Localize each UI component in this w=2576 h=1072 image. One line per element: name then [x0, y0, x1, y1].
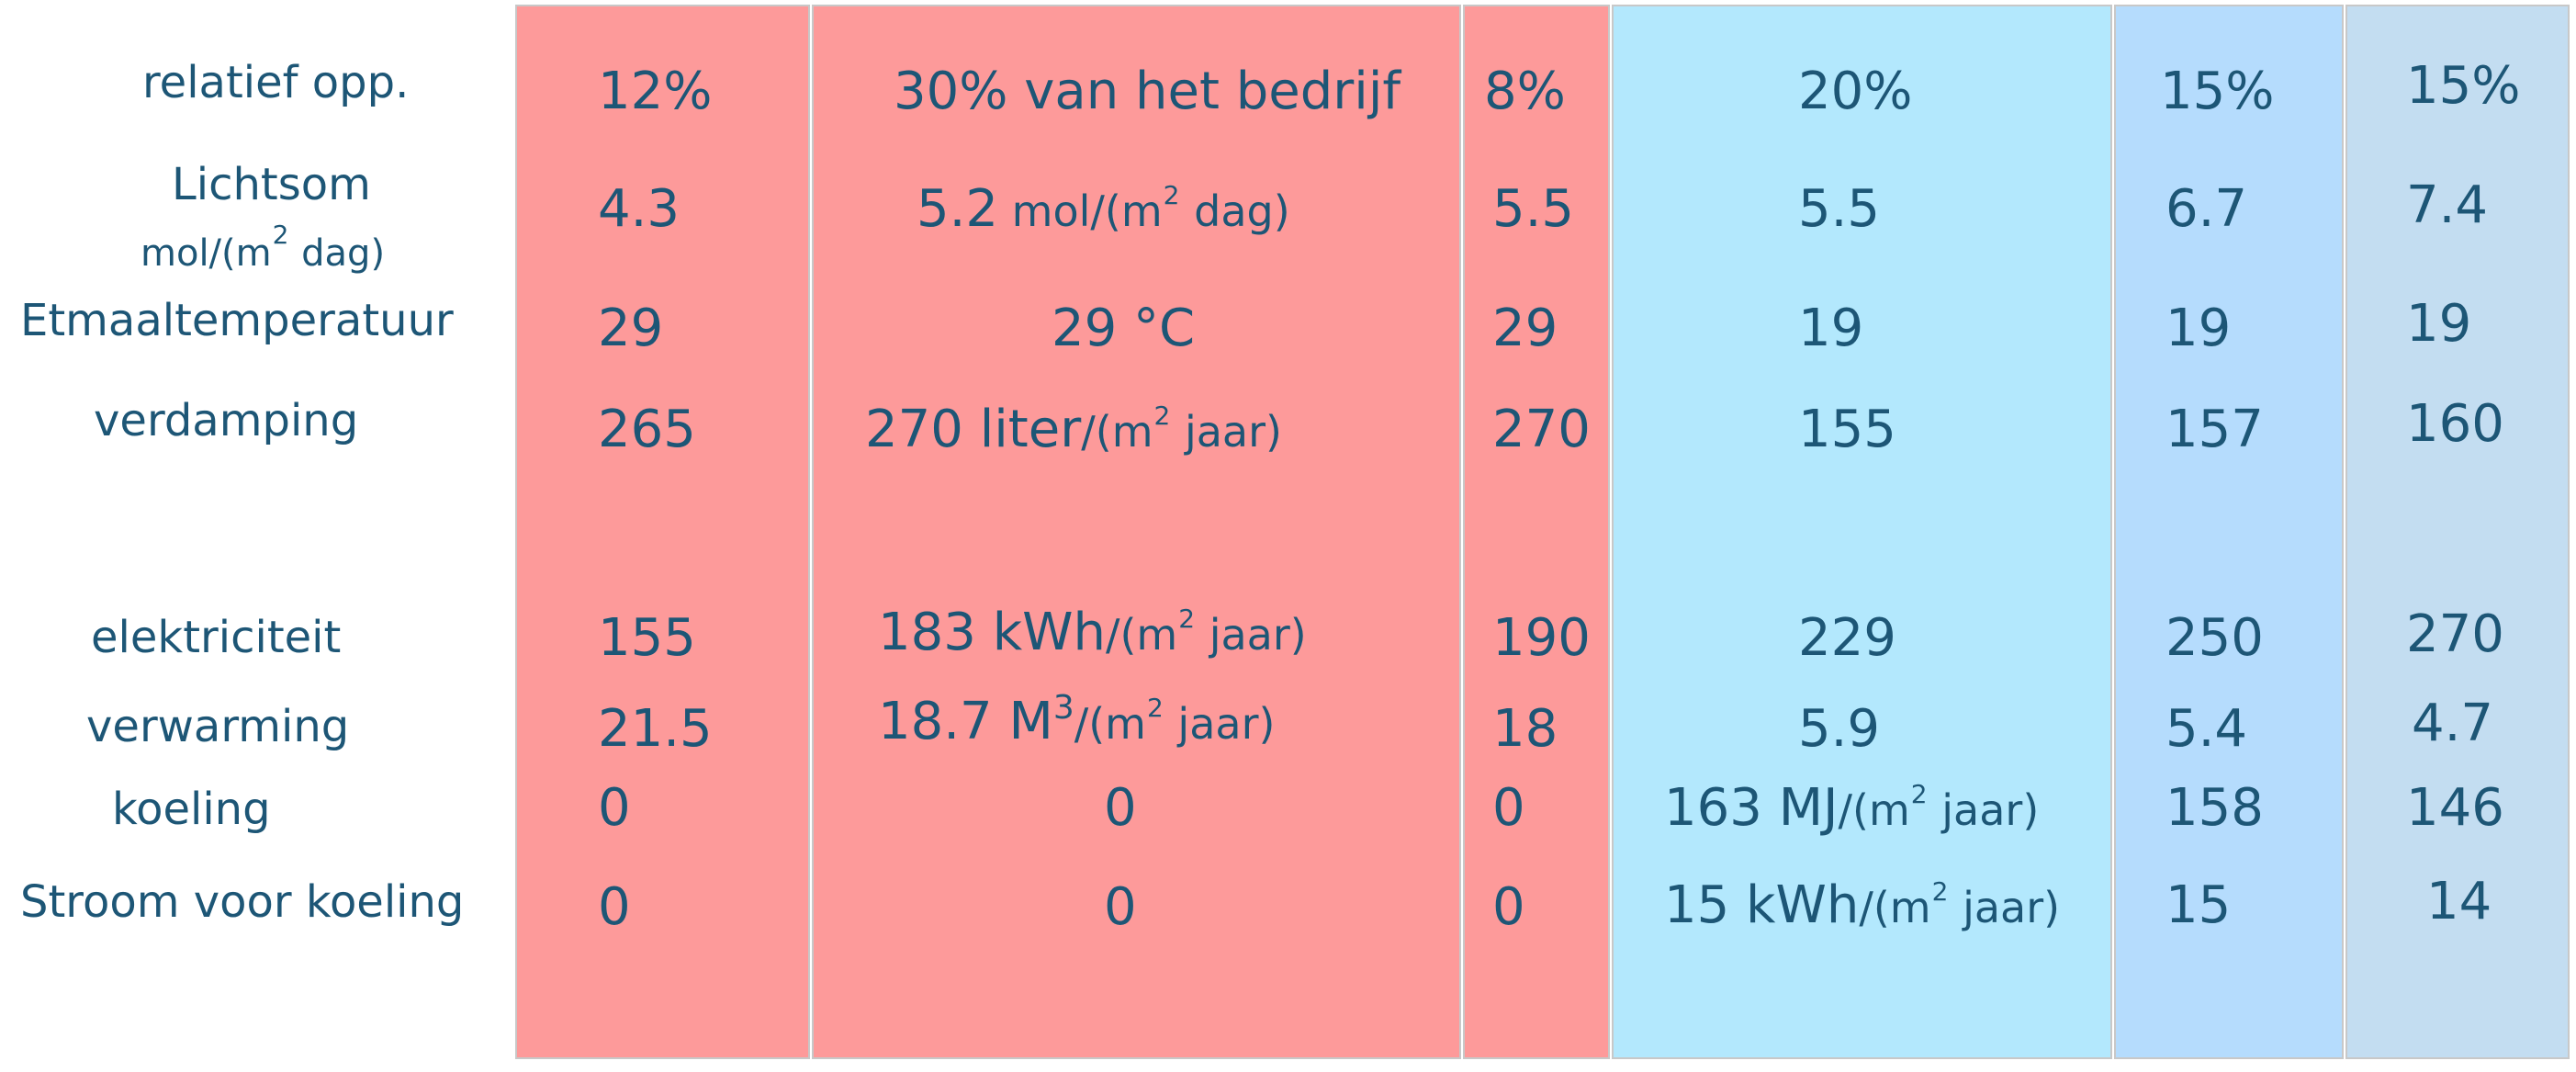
c6-koeling: 146 — [2406, 778, 2504, 838]
c2-elektriciteit: 183 kWh/(m2 jaar) — [878, 604, 1307, 660]
c4-verwarming: 5.9 — [1798, 699, 1881, 759]
c3-etmaaltemperatuur: 29 — [1492, 299, 1558, 358]
row-label-elektriciteit: elektriciteit — [91, 612, 342, 663]
value-text: 183 kWh — [878, 603, 1106, 662]
c1-verdamping: 265 — [598, 400, 696, 459]
column-3-background — [1463, 5, 1610, 1059]
column-6-background — [2345, 5, 2570, 1059]
unit-text: jaar) — [1171, 407, 1282, 457]
column-4-background — [1612, 5, 2112, 1059]
c6-lichtsom: 7.4 — [2406, 175, 2489, 235]
c1-stroom-voor-koeling: 0 — [598, 877, 631, 937]
c6-elektriciteit: 270 — [2406, 604, 2504, 664]
unit-text: jaar) — [1928, 785, 2040, 835]
c5-etmaaltemperatuur: 19 — [2165, 299, 2232, 358]
c4-relatief-opp: 20% — [1798, 62, 1913, 121]
c4-verdamping: 155 — [1798, 400, 1896, 459]
c6-relatief-opp: 15% — [2406, 56, 2521, 116]
unit-text: mol/(m — [998, 186, 1163, 236]
c2-relatief-opp: 30% van het bedrijf — [894, 62, 1401, 121]
value-superscript: 3 — [1052, 689, 1074, 727]
c1-etmaaltemperatuur: 29 — [598, 299, 664, 358]
row-label-lichtsom: Lichtsom — [172, 159, 371, 210]
c4-etmaaltemperatuur: 19 — [1798, 299, 1864, 358]
c6-verwarming: 4.7 — [2412, 694, 2494, 753]
c2-verdamping: 270 liter/(m2 jaar) — [865, 401, 1282, 457]
row-label-etmaaltemperatuur: Etmaaltemperatuur — [20, 295, 454, 346]
row-label-relatief-opp: relatief opp. — [142, 57, 410, 108]
c5-lichtsom: 6.7 — [2165, 179, 2248, 239]
row-label-lichtsom-unit: mol/(m2 dag) — [141, 222, 386, 275]
c2-etmaaltemperatuur: 29 °C — [1052, 299, 1196, 358]
c1-verwarming: 21.5 — [598, 699, 713, 759]
value-text: 163 MJ — [1664, 778, 1839, 838]
c3-relatief-opp: 8% — [1484, 62, 1566, 121]
c3-stroom-voor-koeling: 0 — [1492, 877, 1525, 937]
unit-text: /(m — [1838, 785, 1910, 835]
unit-text: jaar) — [1949, 883, 2061, 932]
unit-text: jaar) — [1164, 699, 1276, 749]
unit-superscript: 2 — [1153, 401, 1171, 431]
column-2-background — [812, 5, 1461, 1059]
c6-etmaaltemperatuur: 19 — [2406, 294, 2472, 354]
unit-text: /(m — [1074, 699, 1146, 749]
unit-text: jaar) — [1196, 610, 1307, 660]
c1-relatief-opp: 12% — [598, 62, 713, 121]
unit-superscript: 2 — [272, 220, 289, 250]
unit-text: dag) — [289, 232, 386, 275]
c2-lichtsom: 5.2 mol/(m2 dag) — [917, 183, 1290, 236]
unit-text: /(m — [1859, 883, 1931, 932]
c1-lichtsom: 4.3 — [598, 179, 681, 239]
column-5-background — [2114, 5, 2344, 1059]
c4-elektriciteit: 229 — [1798, 608, 1896, 668]
unit-text: dag) — [1180, 186, 1290, 236]
value-text: 18.7 M — [878, 692, 1053, 751]
c2-stroom-voor-koeling: 0 — [1104, 877, 1137, 937]
unit-text: mol/(m — [141, 232, 272, 275]
unit-superscript: 2 — [1163, 180, 1180, 210]
unit-superscript: 2 — [1146, 693, 1164, 723]
c1-elektriciteit: 155 — [598, 608, 696, 668]
c5-relatief-opp: 15% — [2160, 62, 2275, 121]
unit-text: /(m — [1081, 407, 1153, 457]
unit-superscript: 2 — [1931, 876, 1949, 907]
c1-koeling: 0 — [598, 778, 631, 838]
c4-stroom-voor-koeling: 15 kWh/(m2 jaar) — [1664, 879, 2061, 932]
c5-koeling: 158 — [2165, 778, 2264, 838]
c6-verdamping: 160 — [2406, 394, 2504, 454]
c3-verwarming: 18 — [1492, 699, 1558, 759]
c5-stroom-voor-koeling: 15 — [2165, 875, 2232, 935]
c6-stroom-voor-koeling: 14 — [2426, 872, 2492, 931]
value-text: 5.2 — [917, 179, 999, 239]
row-label-verwarming: verwarming — [86, 701, 350, 752]
c3-koeling: 0 — [1492, 778, 1525, 838]
c3-verdamping: 270 — [1492, 400, 1591, 459]
row-label-stroom-voor-koeling: Stroom voor koeling — [20, 876, 465, 928]
value-text: 270 liter — [865, 400, 1082, 459]
unit-superscript: 2 — [1910, 779, 1928, 809]
value-text: 15 kWh — [1664, 875, 1860, 935]
c3-lichtsom: 5.5 — [1492, 179, 1575, 239]
c2-verwarming: 18.7 M3/(m2 jaar) — [878, 692, 1276, 749]
row-label-verdamping: verdamping — [94, 395, 359, 446]
c4-koeling: 163 MJ/(m2 jaar) — [1664, 782, 2040, 835]
unit-superscript: 2 — [1178, 604, 1196, 634]
unit-text: /(m — [1105, 610, 1178, 660]
c3-elektriciteit: 190 — [1492, 608, 1591, 668]
row-label-koeling: koeling — [112, 784, 271, 835]
c2-koeling: 0 — [1104, 778, 1137, 838]
c5-elektriciteit: 250 — [2165, 608, 2264, 668]
c5-verdamping: 157 — [2165, 400, 2264, 459]
c4-lichtsom: 5.5 — [1798, 179, 1881, 239]
c5-verwarming: 5.4 — [2165, 699, 2248, 759]
column-1-background — [515, 5, 810, 1059]
